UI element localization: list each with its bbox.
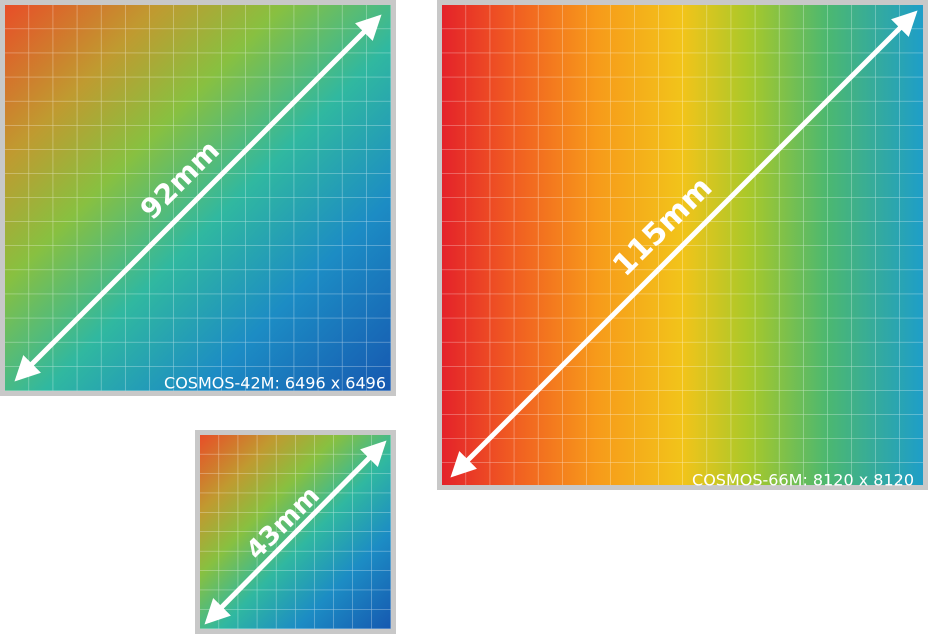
sensor-66m: 115mm COSMOS-66M: 8120 x 8120 bbox=[437, 0, 928, 490]
diagonal-arrow bbox=[14, 14, 382, 382]
diagonal-arrow bbox=[204, 440, 387, 625]
sensor-label: COSMOS-66M: 8120 x 8120 bbox=[692, 471, 914, 490]
sensor-small: 43mm bbox=[195, 430, 396, 634]
sensor-label: COSMOS-42M: 6496 x 6496 bbox=[164, 374, 386, 393]
diagonal-arrow bbox=[450, 10, 918, 478]
sensor-42m: 92mm COSMOS-42M: 6496 x 6496 bbox=[0, 0, 396, 396]
